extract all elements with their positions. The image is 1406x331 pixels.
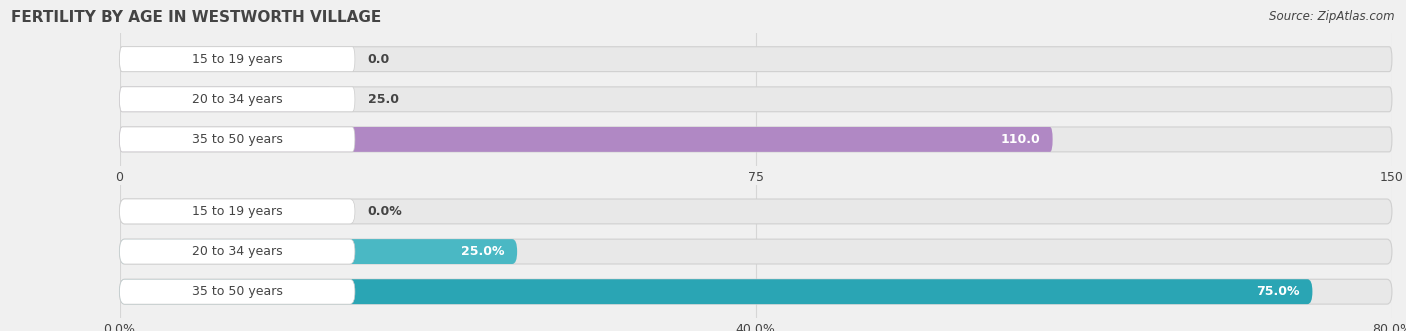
FancyBboxPatch shape xyxy=(120,127,1392,152)
FancyBboxPatch shape xyxy=(120,47,354,71)
FancyBboxPatch shape xyxy=(120,87,1392,112)
Text: 20 to 34 years: 20 to 34 years xyxy=(191,245,283,258)
FancyBboxPatch shape xyxy=(120,279,354,304)
FancyBboxPatch shape xyxy=(120,47,1392,71)
FancyBboxPatch shape xyxy=(120,239,1392,264)
Text: 15 to 19 years: 15 to 19 years xyxy=(191,53,283,66)
FancyBboxPatch shape xyxy=(120,279,1392,304)
Text: 15 to 19 years: 15 to 19 years xyxy=(191,205,283,218)
Text: 110.0: 110.0 xyxy=(1000,133,1040,146)
Text: 35 to 50 years: 35 to 50 years xyxy=(191,133,283,146)
Text: 25.0%: 25.0% xyxy=(461,245,505,258)
Text: 35 to 50 years: 35 to 50 years xyxy=(191,285,283,298)
Text: Source: ZipAtlas.com: Source: ZipAtlas.com xyxy=(1270,10,1395,23)
FancyBboxPatch shape xyxy=(120,127,354,152)
FancyBboxPatch shape xyxy=(120,279,1312,304)
FancyBboxPatch shape xyxy=(120,239,517,264)
Text: 0.0: 0.0 xyxy=(367,53,389,66)
FancyBboxPatch shape xyxy=(120,199,1392,224)
Text: 20 to 34 years: 20 to 34 years xyxy=(191,93,283,106)
FancyBboxPatch shape xyxy=(120,87,332,112)
FancyBboxPatch shape xyxy=(120,239,354,264)
Text: 25.0: 25.0 xyxy=(367,93,399,106)
FancyBboxPatch shape xyxy=(120,127,1053,152)
Text: 0.0%: 0.0% xyxy=(367,205,402,218)
Text: FERTILITY BY AGE IN WESTWORTH VILLAGE: FERTILITY BY AGE IN WESTWORTH VILLAGE xyxy=(11,10,381,25)
FancyBboxPatch shape xyxy=(120,87,354,112)
Text: 75.0%: 75.0% xyxy=(1256,285,1299,298)
FancyBboxPatch shape xyxy=(120,199,354,224)
